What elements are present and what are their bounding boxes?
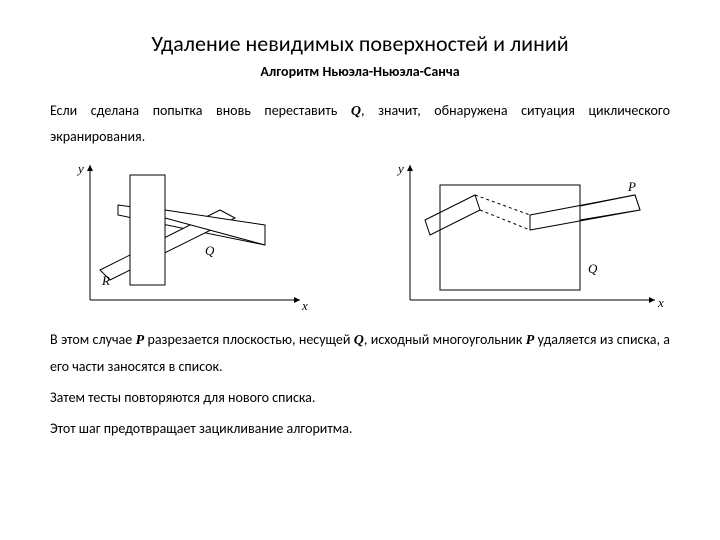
x-label: x (657, 295, 664, 310)
text: разрезается плоскостью, несущей (144, 331, 354, 348)
symbol-Q: Q (351, 104, 361, 119)
y-label: y (396, 161, 404, 176)
text: В этом случае (50, 331, 136, 348)
label-P: P (627, 179, 636, 194)
page-subtitle: Алгоритм Ньюэла-Ньюэла-Санча (50, 63, 670, 80)
text: , исходный многоугольник (364, 331, 526, 348)
x-label: x (301, 298, 308, 313)
figure-left-svg: y x P Q R (50, 155, 320, 315)
paragraph-3: Затем тесты повторяются для нового списк… (50, 385, 670, 410)
paragraph-4: Этот шаг предотвращает зацикливание алго… (50, 416, 670, 441)
y-label: y (76, 161, 84, 176)
shape-Q (440, 185, 580, 290)
label-R: R (101, 273, 110, 288)
paragraph-2: В этом случае P разрезается плоскостью, … (50, 327, 670, 378)
shape-P-overedge (580, 195, 640, 220)
figure-right-svg: y x Q P (380, 155, 670, 315)
symbol-Q: Q (354, 333, 364, 348)
symbol-P: P (136, 333, 145, 348)
figure-right: y x Q P (380, 155, 670, 315)
text: Если сделана попытка вновь переставить (50, 102, 351, 119)
page-title: Удаление невидимых поверхностей и линий (50, 30, 670, 57)
figure-left: y x P Q R (50, 155, 320, 315)
figures-row: y x P Q R (50, 155, 670, 315)
label-Q: Q (588, 261, 598, 276)
p-outline (130, 175, 165, 285)
paragraph-1: Если сделана попытка вновь переставить Q… (50, 98, 670, 149)
label-Q: Q (205, 243, 215, 258)
